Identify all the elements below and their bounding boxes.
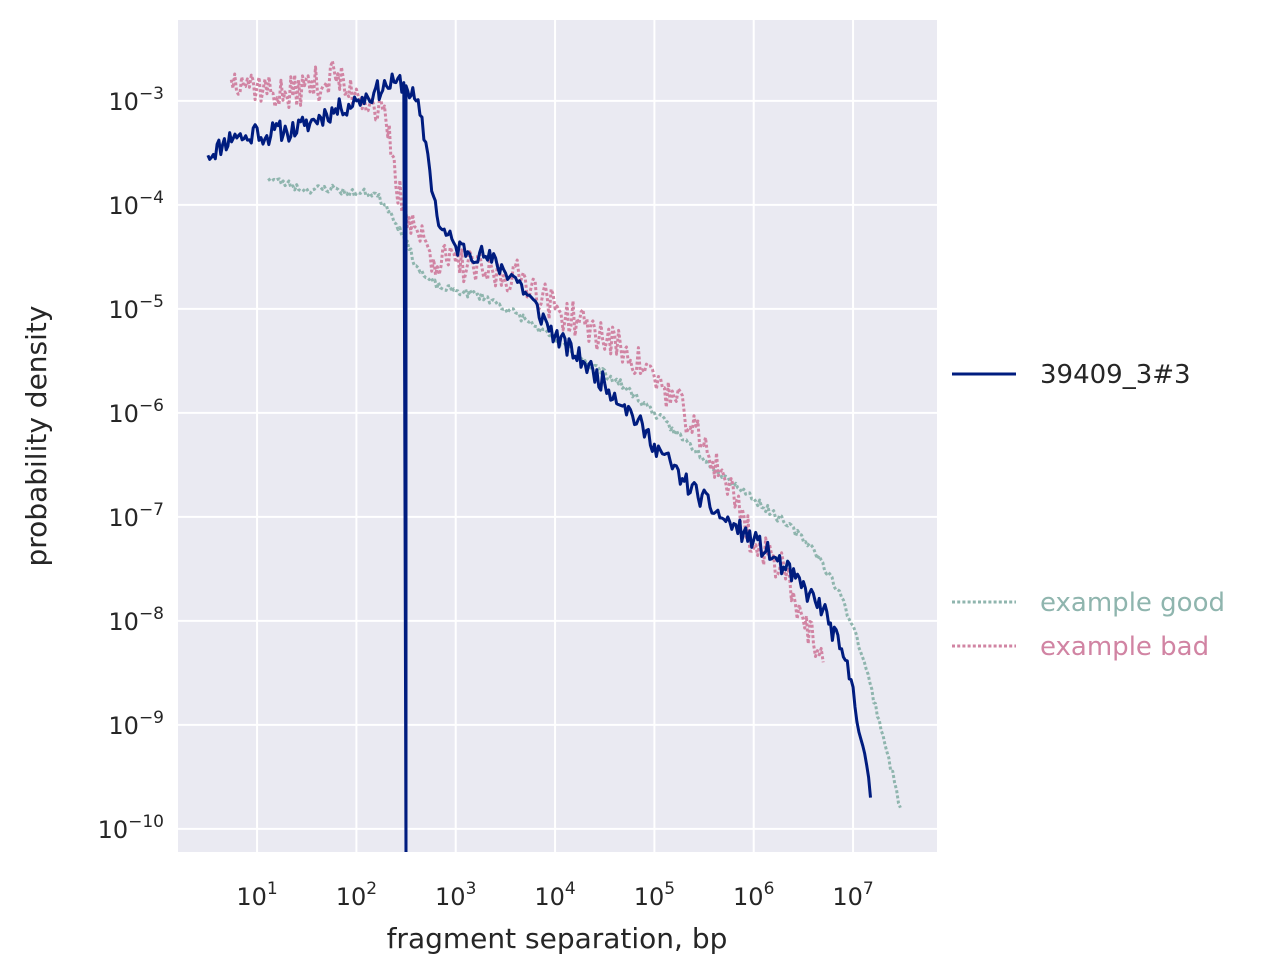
y-tick-label: 10−5 (108, 292, 164, 324)
x-tick-label: 106 (733, 879, 774, 911)
series-line-example-bad (229, 59, 825, 663)
y-axis-label: probability density (20, 306, 53, 567)
plot-area (206, 59, 902, 852)
plot-background (178, 20, 937, 852)
legend-label-example-good: example good (1040, 588, 1225, 618)
y-tick-label: 10−10 (98, 812, 164, 844)
x-tick-label: 107 (832, 879, 873, 911)
y-tick-labels: 10−3 10−4 10−5 10−6 10−7 10−8 10−9 10−10 (98, 84, 164, 844)
y-tick-label: 10−7 (108, 500, 164, 532)
legend-label-example-bad: example bad (1040, 632, 1209, 662)
series-line-example-good (267, 177, 902, 809)
x-tick-label: 103 (435, 879, 476, 911)
x-tick-labels: 101 102 103 104 105 106 107 (236, 879, 873, 911)
legend-label-39409-3-3: 39409_3#3 (1040, 360, 1191, 390)
x-tick-label: 104 (534, 879, 575, 911)
x-tick-label: 101 (236, 879, 277, 911)
x-axis-label: fragment separation, bp (387, 922, 728, 955)
x-tick-label: 102 (336, 879, 377, 911)
x-tick-label: 105 (634, 879, 675, 911)
series-line-39409-3-3 (206, 72, 872, 852)
y-tick-label: 10−4 (108, 188, 164, 220)
y-tick-label: 10−8 (108, 604, 164, 636)
y-tick-label: 10−6 (108, 396, 164, 428)
y-tick-label: 10−3 (108, 84, 164, 116)
y-tick-label: 10−9 (108, 708, 164, 740)
